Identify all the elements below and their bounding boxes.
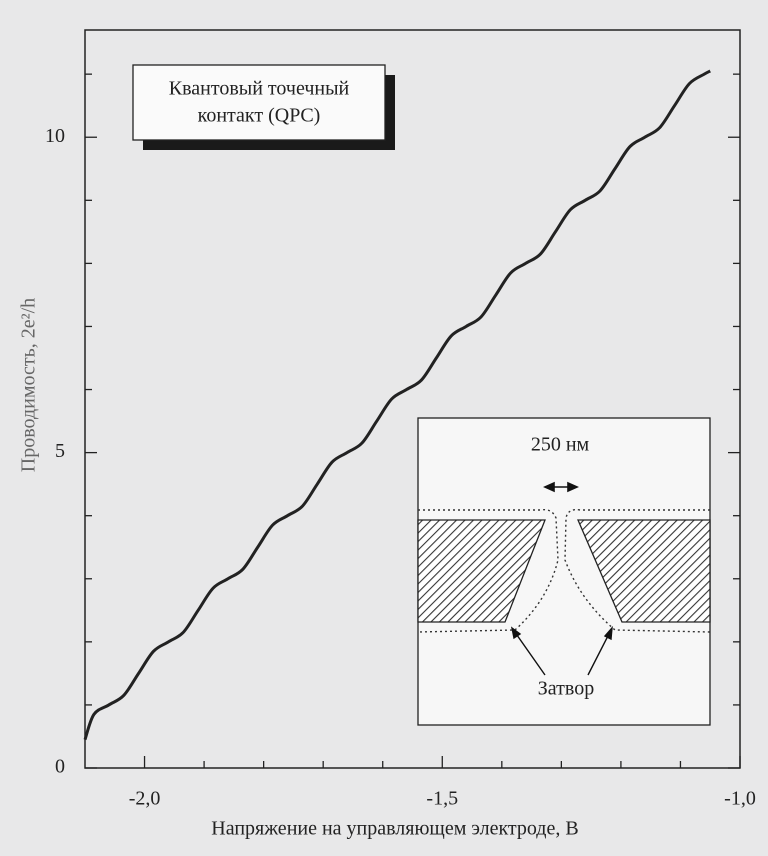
inset: 250 нм Затвор — [417, 417, 711, 726]
conductance-curve — [83, 69, 711, 741]
gate — [417, 519, 546, 623]
inset-scale: 250 нм — [531, 434, 590, 456]
inset-label: Затвор — [538, 678, 594, 700]
boundary — [564, 508, 711, 633]
x-tick-label: -1,0 — [724, 788, 756, 810]
gate-arrow — [510, 625, 613, 676]
x-tick-label: -2,0 — [129, 788, 161, 810]
y-tick-label: 10 — [45, 125, 65, 147]
y-tick-label: 0 — [55, 756, 65, 778]
x-tick-label: -1,5 — [426, 788, 458, 810]
annotation-box — [132, 64, 386, 141]
scale-arrow — [543, 481, 579, 493]
x-axis-label: Напряжение на управляющем электроде, В — [211, 818, 578, 840]
y-tick-label: 5 — [55, 440, 65, 462]
box-text: контакт (QPC) — [198, 105, 321, 127]
box-text: Квантовый точечный — [169, 78, 350, 100]
gate — [577, 519, 711, 623]
plot-frame — [84, 29, 741, 769]
y-axis-label: Проводимость, 2e²/h — [18, 298, 40, 472]
